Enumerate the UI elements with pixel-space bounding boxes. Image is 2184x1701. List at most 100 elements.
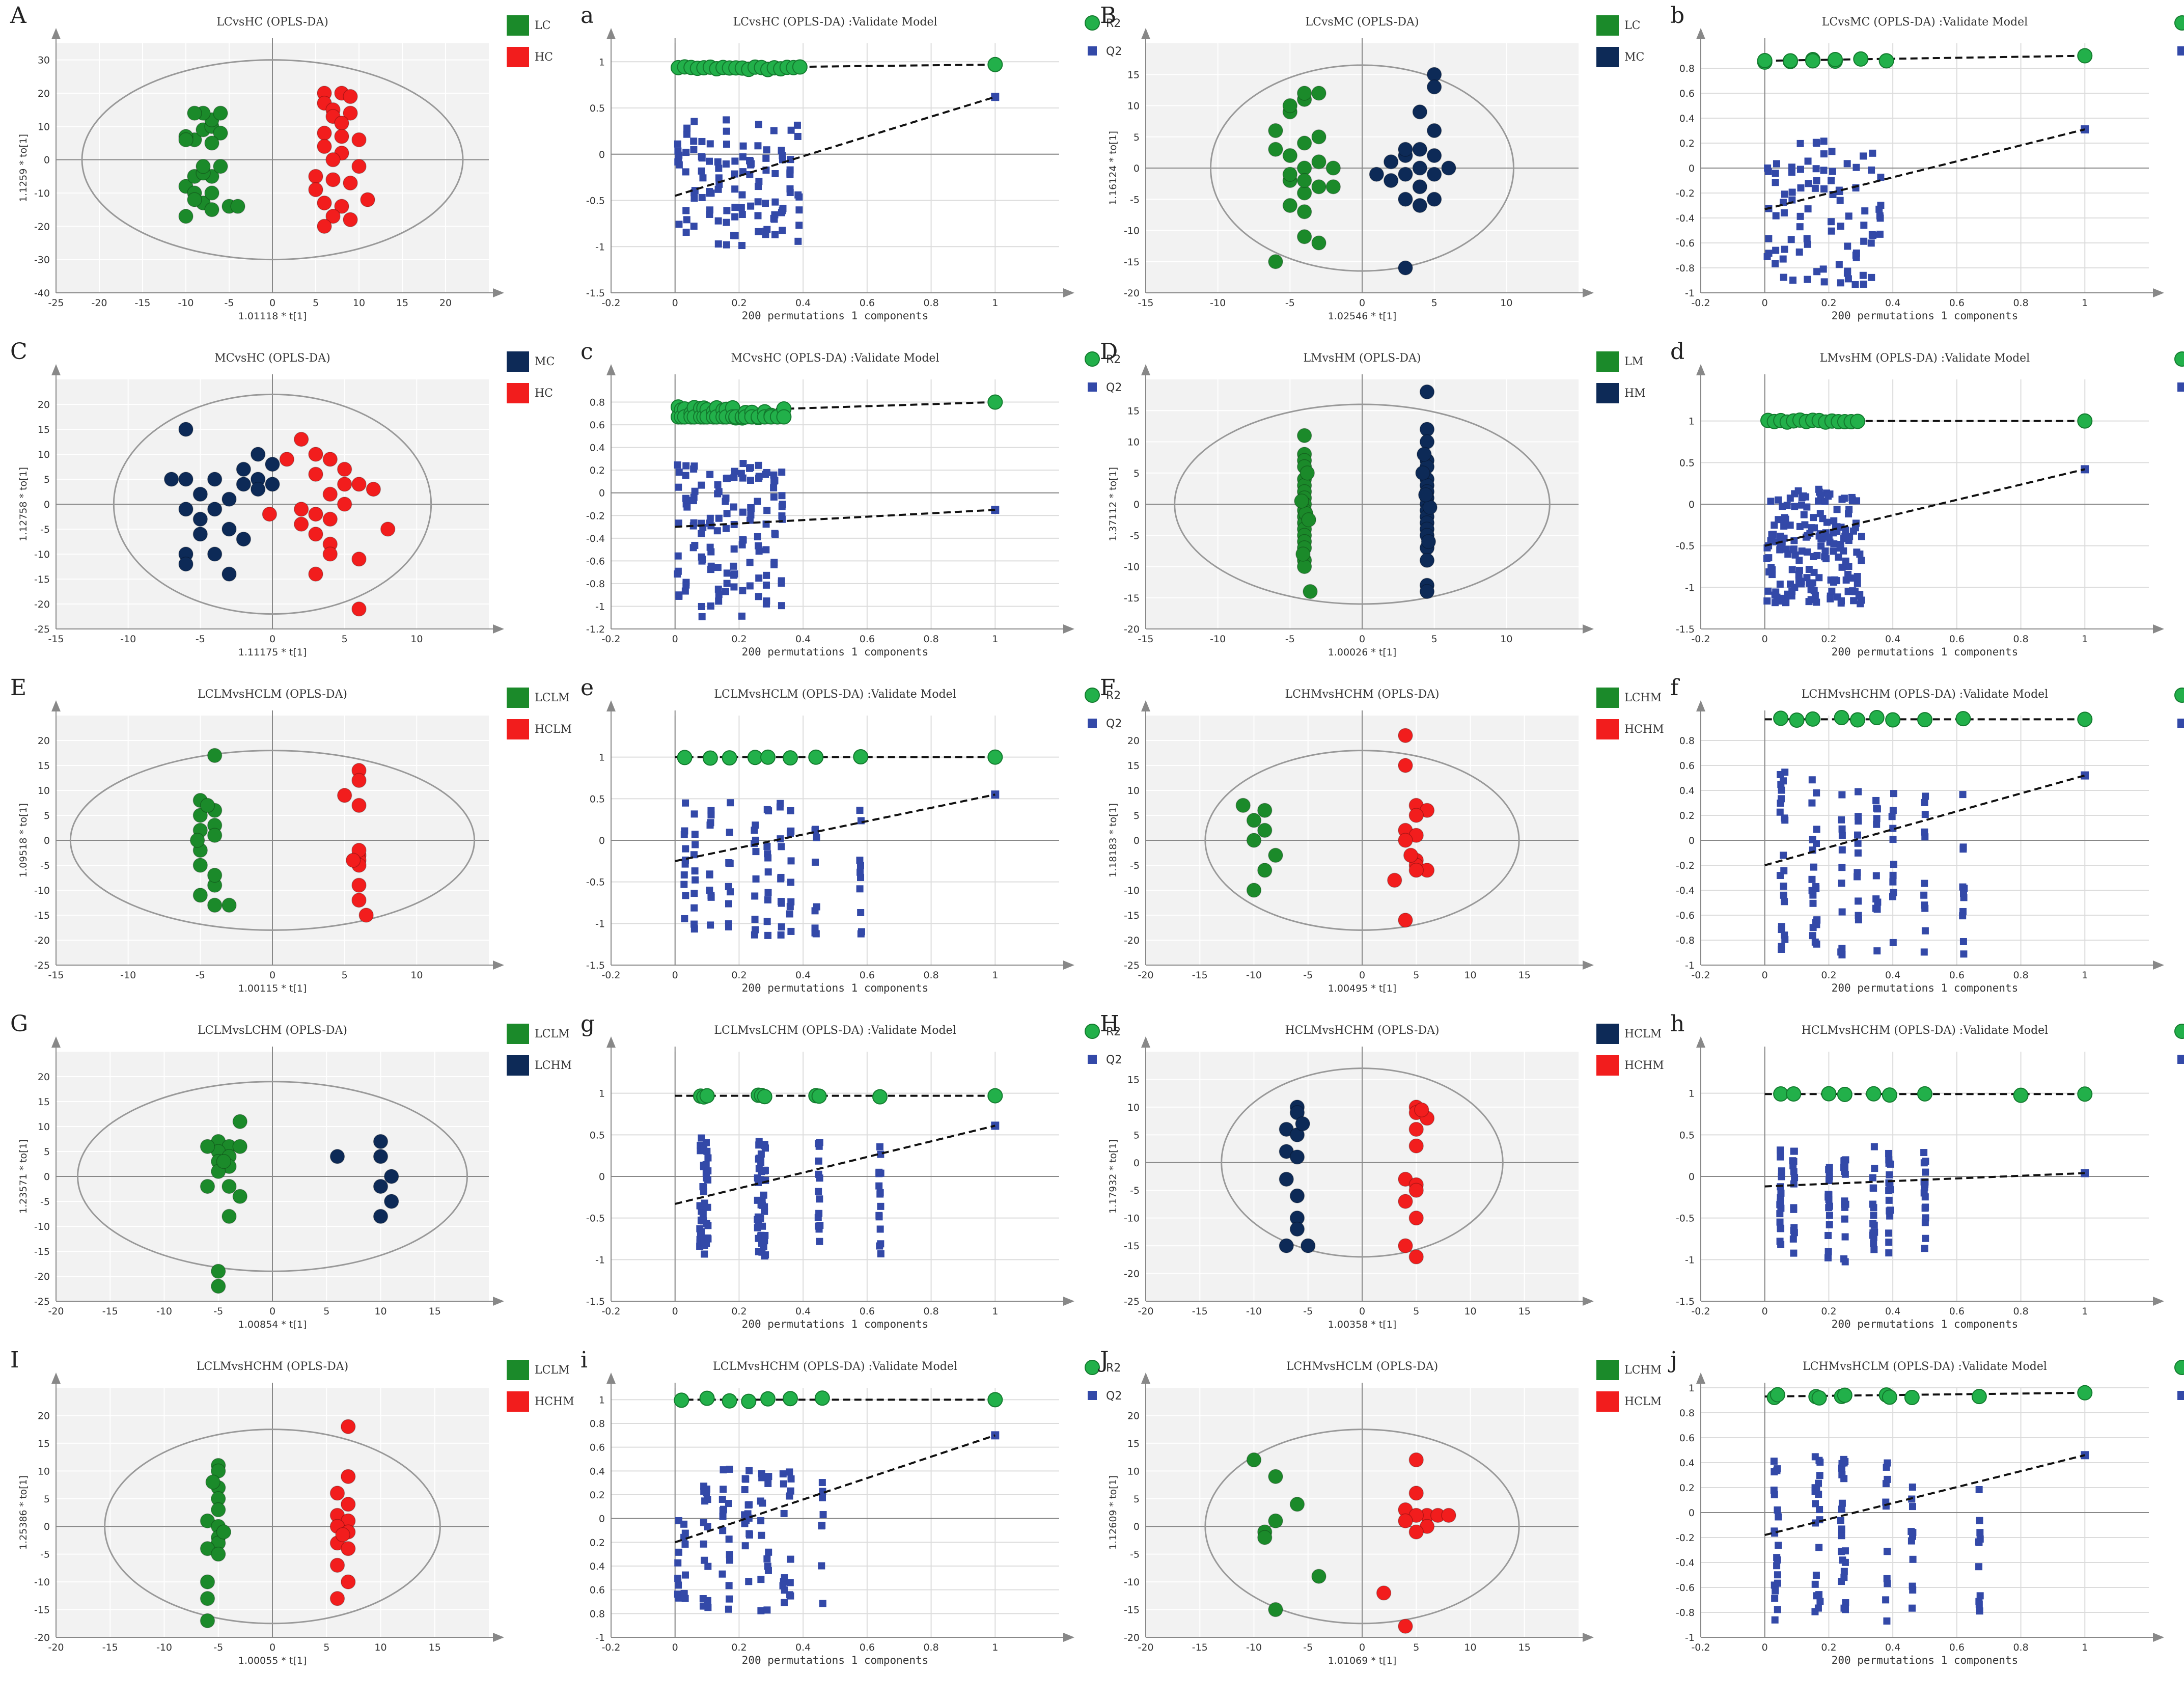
data-point	[222, 522, 237, 537]
q2-point	[1885, 1187, 1893, 1194]
q2-point	[1776, 1146, 1784, 1154]
y-tick-label: 0	[1689, 163, 1695, 174]
r2-point	[987, 749, 1003, 765]
q2-point	[1841, 1558, 1849, 1566]
panel-letter: f	[1670, 675, 1680, 701]
data-point	[213, 105, 228, 121]
q2-point	[1776, 1238, 1784, 1245]
y-tick-label: -5	[40, 860, 50, 871]
r2-point	[2077, 1385, 2093, 1401]
q2-point	[877, 1150, 884, 1158]
data-point	[1412, 179, 1428, 195]
legend-swatch	[1596, 15, 1619, 36]
y-tick-label: 0.2	[590, 1490, 605, 1501]
y-tick-label: 0.8	[1679, 63, 1695, 74]
legend-label: LCLM	[535, 1364, 570, 1377]
data-point	[178, 422, 193, 437]
q2-point	[751, 892, 759, 900]
data-point	[213, 125, 228, 141]
q2-point	[1803, 503, 1811, 511]
q2-point	[1909, 1586, 1917, 1594]
x-tick-label: 0	[1762, 1642, 1768, 1653]
x-axis-arrow	[2153, 1297, 2164, 1306]
r2-point	[1811, 1390, 1827, 1406]
x-axis-label: 200 permutations 1 components	[742, 646, 929, 658]
x-tick-label: 0.4	[1885, 1306, 1900, 1317]
data-point	[293, 516, 309, 532]
data-point	[1296, 428, 1312, 443]
data-point	[293, 502, 309, 517]
q2-point	[1826, 1212, 1833, 1219]
q2-regression-line	[675, 1434, 996, 1544]
data-point	[200, 1613, 215, 1629]
q2-point	[702, 1139, 710, 1146]
data-point	[1408, 863, 1424, 878]
y-tick-label: 0	[1134, 1158, 1140, 1169]
r2-point	[1885, 712, 1901, 728]
q2-point	[1768, 566, 1776, 573]
y-tick-label: -20	[1124, 1269, 1140, 1280]
q2-point	[1825, 1177, 1833, 1185]
q2-point	[1781, 190, 1788, 198]
legend-label: Q2	[1106, 1390, 1122, 1403]
q2-point	[1776, 1218, 1784, 1226]
r2-point	[760, 749, 776, 765]
q2-point	[1824, 1231, 1832, 1239]
x-tick-label: 0.6	[1949, 970, 1965, 981]
panel-h: h HCLMvsHCHM (OPLS-DA) :Validate Model-0.…	[1670, 1011, 2184, 1330]
q2-point	[1873, 906, 1881, 913]
x-tick-label: 0.6	[1949, 634, 1965, 645]
data-point	[341, 1419, 356, 1434]
q2-point	[1782, 599, 1789, 607]
y-axis-arrow	[606, 364, 616, 375]
panel-B: B LCvsMC (OPLS-DA)-15 -10 -5 0 5 10-20-15-10-5…	[1100, 3, 1644, 322]
y-tick-label: -0.4	[1676, 213, 1695, 224]
q2-point	[1776, 808, 1784, 816]
series-Q2	[696, 1121, 1000, 1260]
q2-point	[681, 860, 689, 868]
x-tick-label: 1	[992, 970, 998, 981]
y-axis-arrow	[51, 1036, 61, 1048]
data-point	[178, 132, 193, 148]
data-point	[211, 1546, 226, 1562]
q2-point	[1786, 522, 1794, 529]
q2-point	[757, 1607, 765, 1614]
q2-point	[770, 477, 778, 485]
q2-point	[757, 1576, 765, 1583]
q2-point	[690, 890, 698, 897]
q2-point	[757, 1215, 764, 1222]
q2-point	[2081, 771, 2089, 780]
data-point	[1296, 135, 1312, 151]
q2-point	[795, 206, 803, 214]
y-tick-label: 0.4	[1679, 785, 1695, 797]
series-LCLM	[200, 1114, 247, 1294]
q2-point	[1871, 1165, 1878, 1172]
x-tick-label: 5	[1431, 297, 1437, 309]
q2-point	[730, 232, 738, 239]
series-R2	[674, 1390, 1003, 1409]
r2-point	[741, 1393, 757, 1409]
x-tick-label: 0.2	[731, 970, 747, 981]
q2-point	[778, 843, 785, 850]
q2-point	[763, 842, 771, 850]
data-point	[308, 467, 323, 482]
y-tick-label: -15	[34, 1246, 50, 1257]
q2-point	[1826, 1221, 1833, 1228]
q2-point	[814, 1214, 822, 1221]
q2-point	[1868, 166, 1875, 174]
y-tick-label: -0.6	[1676, 1582, 1695, 1594]
q2-point	[1840, 1475, 1848, 1483]
data-point	[204, 135, 219, 151]
q2-point	[1921, 811, 1929, 818]
q2-point	[1789, 1235, 1797, 1243]
x-tick-label: -10	[178, 297, 193, 309]
legend-label: MC	[1624, 51, 1644, 64]
y-tick-label: -10	[1124, 1577, 1140, 1588]
data-point	[207, 748, 223, 763]
q2-point	[730, 562, 737, 570]
data-point	[178, 472, 193, 487]
data-point	[1268, 1513, 1283, 1529]
q2-point	[1841, 1215, 1848, 1223]
q2-point	[770, 471, 778, 479]
y-tick-label: -1.5	[1676, 624, 1695, 635]
